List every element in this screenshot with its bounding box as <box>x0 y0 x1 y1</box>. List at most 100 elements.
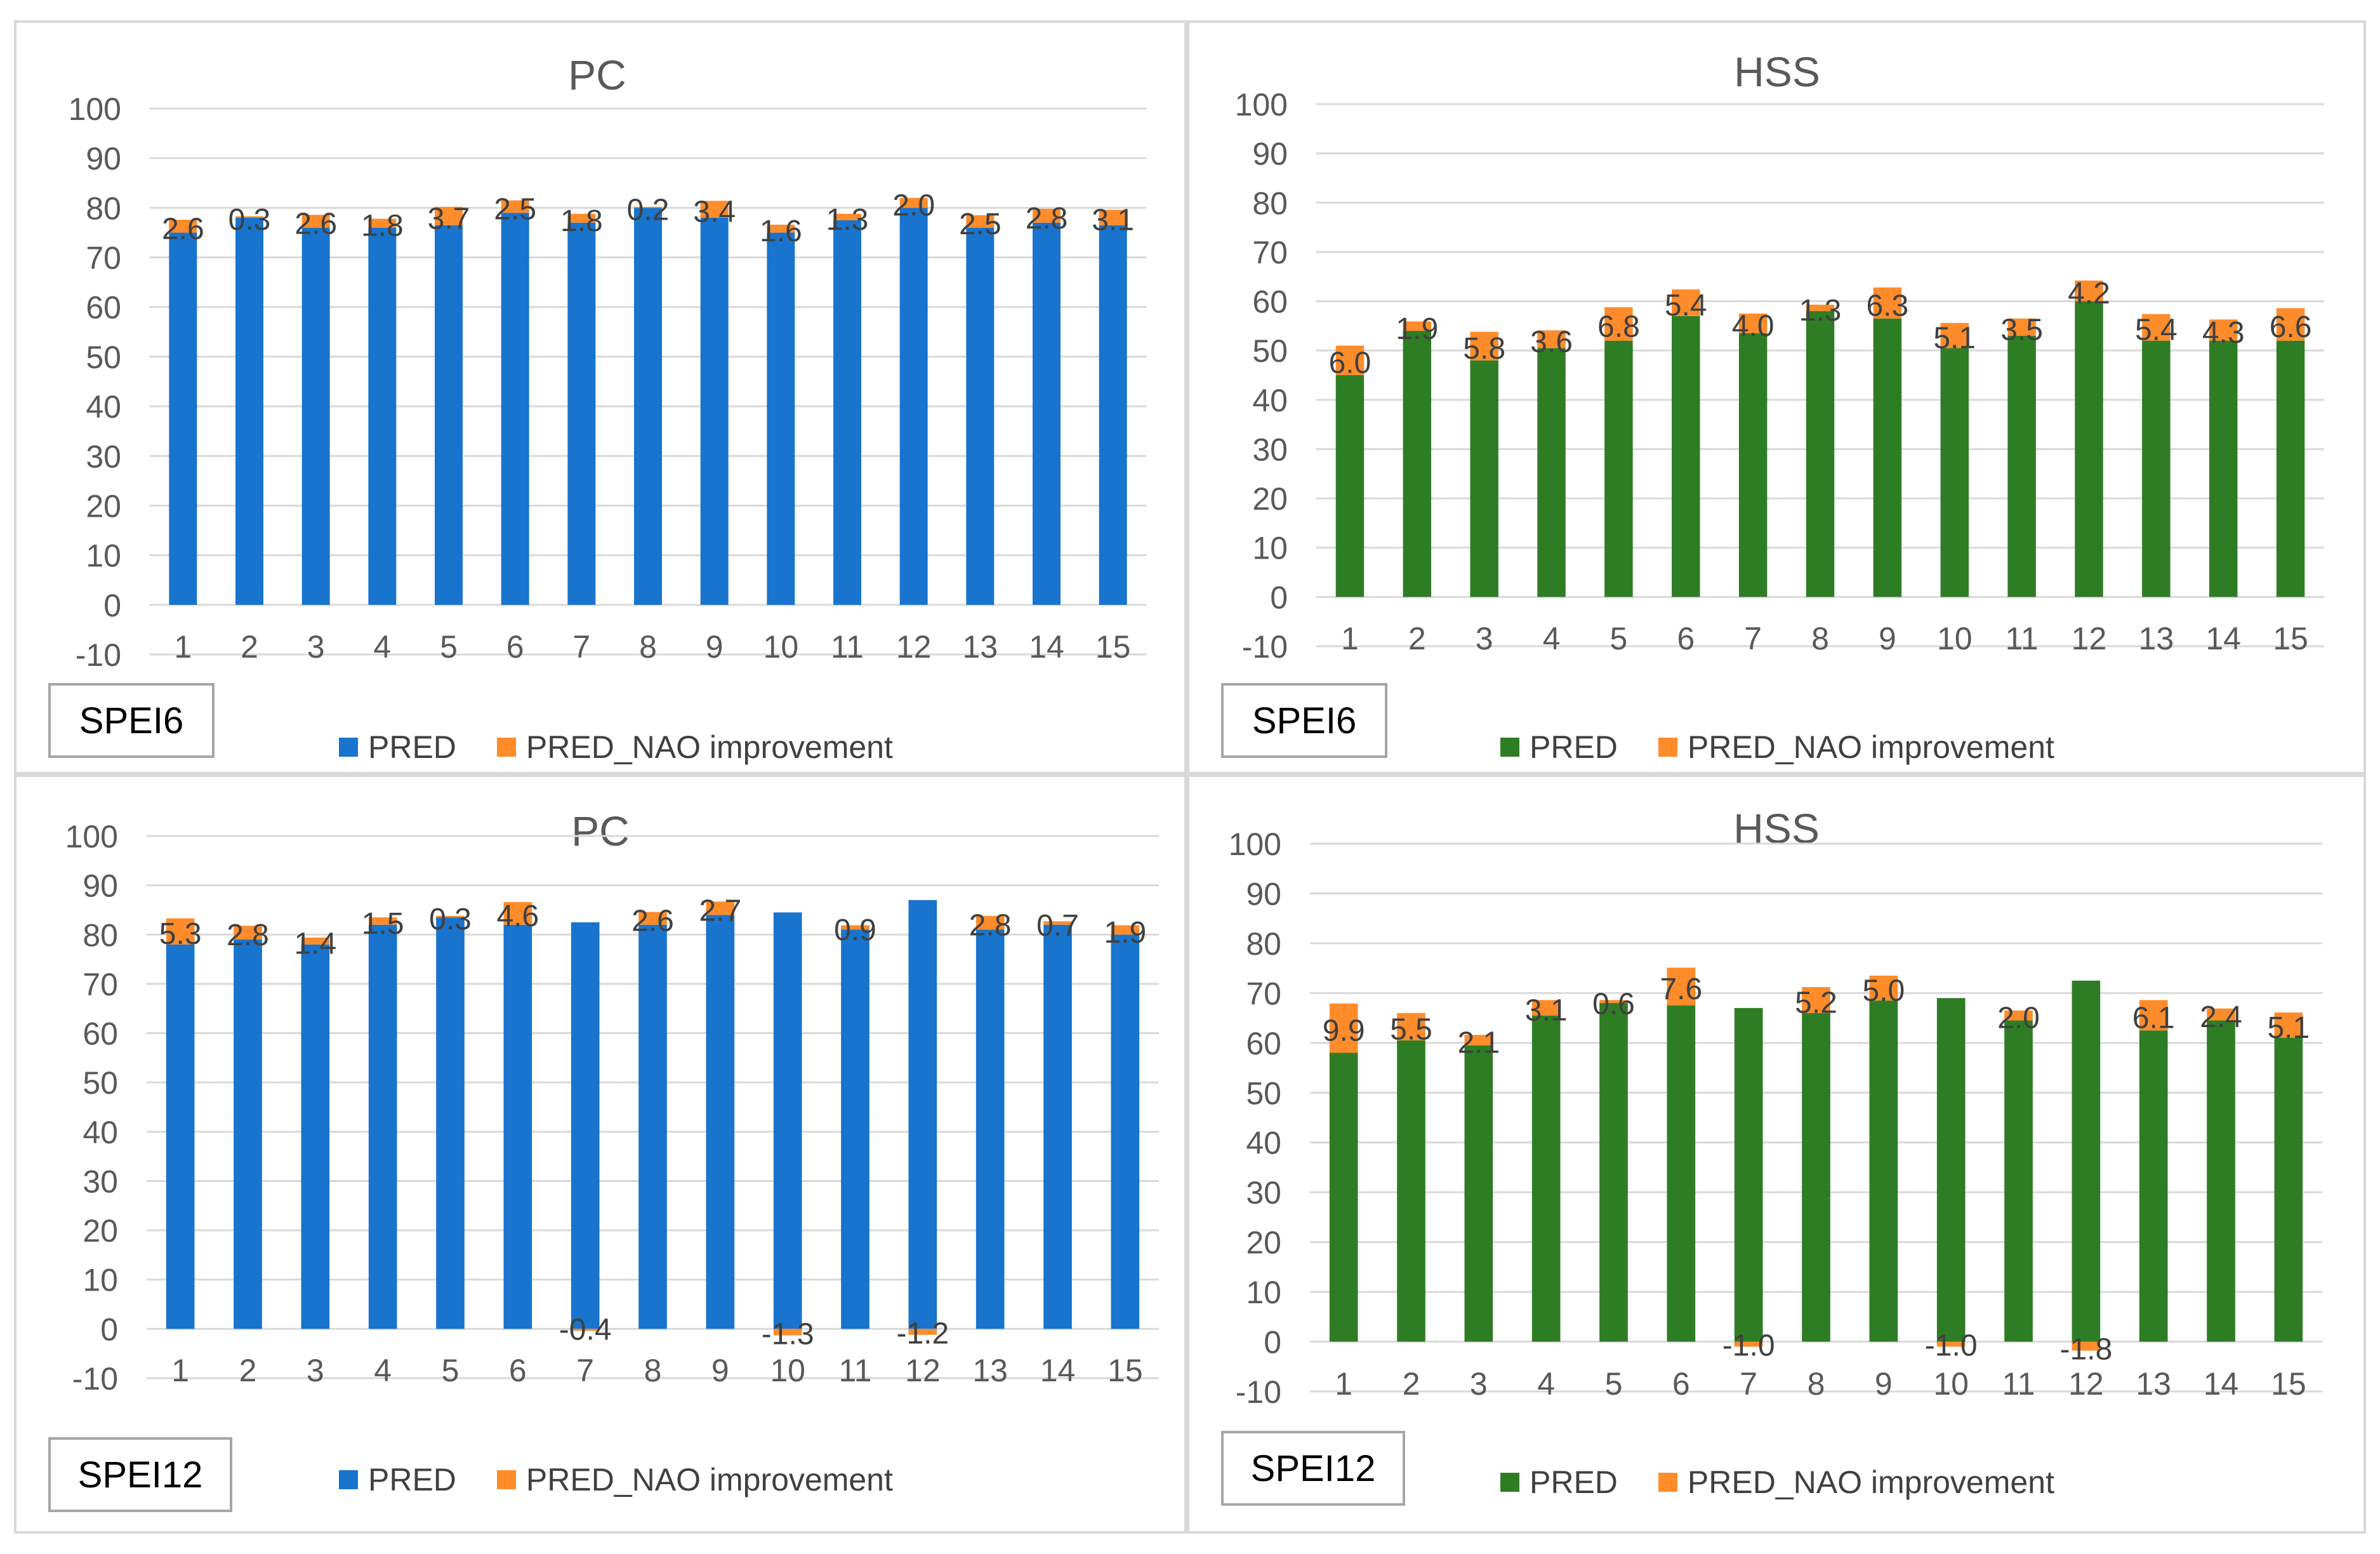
y-tick-label: 70 <box>83 967 118 1002</box>
bar-pred <box>567 222 596 605</box>
data-label: 1.3 <box>826 203 869 237</box>
x-tick-label: 8 <box>1811 621 1829 656</box>
x-tick-label: 8 <box>639 629 657 665</box>
bar-pred <box>767 232 795 605</box>
data-label: 6.1 <box>2132 1001 2175 1035</box>
bar-improvement <box>2072 1341 2101 1351</box>
y-tick-label: 60 <box>83 1016 118 1052</box>
bar-pred <box>2139 1030 2168 1342</box>
bar-pred <box>1672 315 1700 597</box>
bar-pred <box>368 227 397 605</box>
bar-pred <box>301 227 330 605</box>
legend-label-improvement: PRED_NAO improvement <box>1687 729 2054 765</box>
y-tick-label: 0 <box>1264 1325 1281 1360</box>
x-tick-label: 10 <box>1933 1366 1969 1402</box>
chart-title: HSS <box>1734 48 1820 95</box>
bar-improvement <box>773 1329 802 1336</box>
bar-improvement <box>2207 1008 2235 1021</box>
legend-item-pred: PRED <box>1500 1464 1618 1501</box>
x-tick-label: 3 <box>1470 1366 1488 1402</box>
bar-pred <box>1403 331 1432 597</box>
bar-improvement <box>2007 318 2036 336</box>
bar-improvement <box>501 200 529 213</box>
series-box-label: SPEI6 <box>48 683 215 758</box>
bar-pred <box>2072 980 2101 1342</box>
x-tick-label: 15 <box>2273 621 2308 656</box>
data-label: -1.2 <box>896 1317 949 1351</box>
bar-pred <box>1043 924 1072 1329</box>
data-label: 0.9 <box>834 913 876 947</box>
y-tick-label: 100 <box>1229 827 1281 862</box>
x-tick-label: 11 <box>2002 1366 2035 1402</box>
legend-swatch-pred <box>339 1470 358 1489</box>
y-tick-label: 30 <box>83 1164 118 1199</box>
chart-title: PC <box>568 51 626 98</box>
x-tick-label: 2 <box>1403 1366 1420 1402</box>
y-tick-label: 10 <box>83 1263 118 1298</box>
chart-panel-pc-spei6: PC 100 90 80 70 60 50 40 30 20 10 0 -10 2.6 1 0.3 2 2.6 3 1… <box>14 20 1187 774</box>
chart-panel-hss-spei12: HSS 100 90 80 70 60 50 40 30 20 10 0 -10 9.9 1 5.5 2 2.1 3… <box>1187 774 2366 1534</box>
bar-pred <box>700 218 729 605</box>
y-tick-label: 70 <box>1246 976 1281 1011</box>
y-tick-label: 10 <box>1252 531 1288 566</box>
data-label: 5.1 <box>1933 322 1976 355</box>
data-label: 2.6 <box>631 905 674 938</box>
legend-swatch-pred <box>339 738 358 757</box>
bar-pred <box>1604 340 1633 597</box>
y-tick-label: 20 <box>1252 481 1288 517</box>
y-tick-label: 0 <box>1270 580 1288 615</box>
y-tick-label: 20 <box>1246 1225 1281 1261</box>
data-label: 2.6 <box>294 207 337 241</box>
bar-improvement <box>767 224 795 233</box>
y-tick-label: 20 <box>86 488 121 524</box>
data-label: 3.4 <box>693 196 736 229</box>
bar-improvement <box>368 218 397 228</box>
x-tick-label: 7 <box>576 1353 594 1388</box>
bar-pred <box>501 213 529 605</box>
legend-item-improvement: PRED_NAO improvement <box>496 729 893 766</box>
bar-improvement <box>301 937 330 945</box>
bar-pred <box>2209 340 2238 597</box>
bar-pred <box>2007 335 2036 597</box>
x-tick-label: 15 <box>1107 1353 1143 1388</box>
legend-label-pred: PRED <box>368 1462 456 1498</box>
y-tick-label: 60 <box>1246 1026 1281 1061</box>
bar-pred <box>166 944 195 1329</box>
y-tick-label: 100 <box>65 819 118 854</box>
y-tick-label: 50 <box>83 1065 118 1101</box>
bar-improvement <box>1531 1000 1561 1016</box>
bar-improvement <box>571 1329 600 1331</box>
chart-svg: HSS1009080706050403020100-109.915.522.13… <box>1229 805 2322 1410</box>
bar-improvement <box>1936 1341 1966 1347</box>
bar-improvement <box>1869 975 1898 1001</box>
y-tick-label: -10 <box>76 637 121 673</box>
data-label: 2.7 <box>699 894 741 928</box>
x-tick-label: 1 <box>171 1353 189 1388</box>
x-tick-label: 2 <box>1408 621 1426 656</box>
data-label: 1.8 <box>361 209 404 243</box>
x-tick-label: 11 <box>2006 621 2039 656</box>
x-tick-label: 10 <box>764 629 799 665</box>
bar-improvement <box>2004 1010 2033 1021</box>
legend-item-improvement: PRED_NAO improvement <box>1658 729 2054 766</box>
x-tick-label: 13 <box>2139 621 2174 656</box>
chart-legend: PRED PRED_NAO improvement <box>339 729 934 766</box>
x-tick-label: 14 <box>2204 1366 2239 1402</box>
bar-pred <box>773 912 802 1329</box>
bar-improvement <box>2276 308 2305 341</box>
x-tick-label: 4 <box>1543 621 1561 656</box>
data-label: 3.1 <box>1525 994 1568 1028</box>
y-tick-label: -10 <box>1236 1374 1281 1410</box>
chart-legend: PRED PRED_NAO improvement <box>339 1461 934 1498</box>
y-tick-label: 80 <box>83 917 118 953</box>
data-label: 3.6 <box>1530 325 1573 359</box>
x-tick-label: 1 <box>174 629 192 665</box>
bar-improvement <box>634 206 662 208</box>
chart-panel-pc-spei12: PC 100 90 80 70 60 50 40 30 20 10 0 -10 5.3 1 2.8 2 1.4 3 1… <box>14 774 1187 1534</box>
legend-label-improvement: PRED_NAO improvement <box>1687 1464 2054 1500</box>
series-box-label: SPEI12 <box>1221 1431 1405 1506</box>
bar-pred <box>1599 1003 1628 1342</box>
x-tick-label: 11 <box>839 1353 872 1388</box>
chart-title: PC <box>571 807 630 854</box>
data-label: 1.9 <box>1104 916 1146 950</box>
